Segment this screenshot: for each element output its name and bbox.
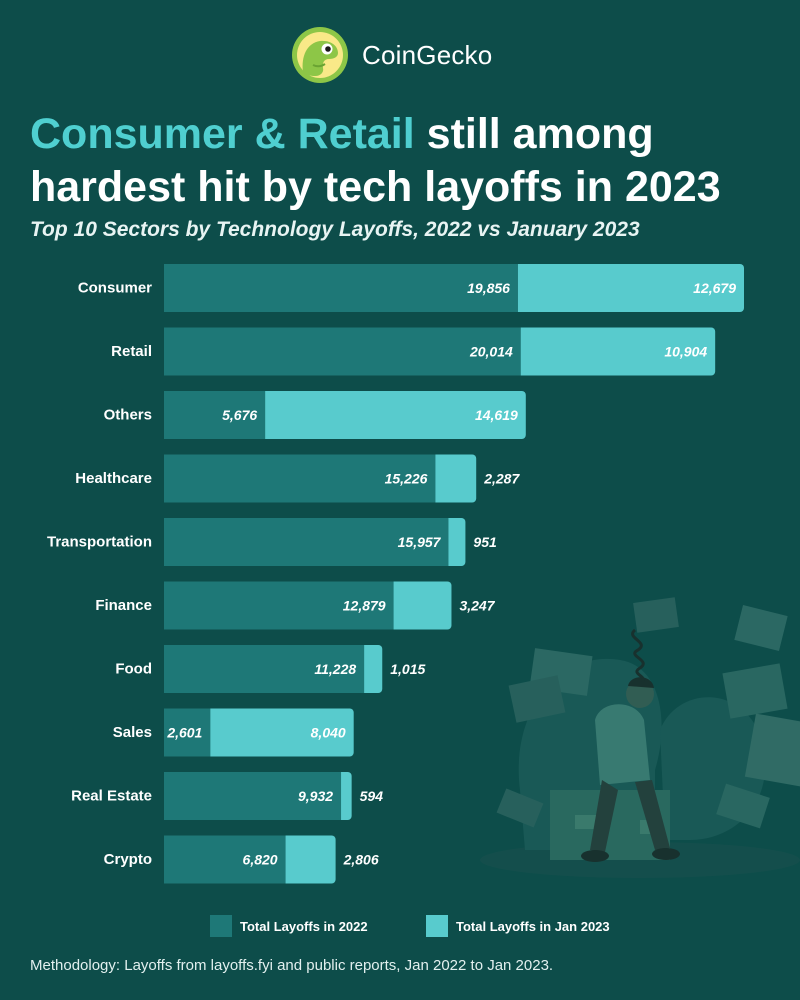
value-label-2022-finance: 12,879 [343,598,386,614]
value-label-2022-others: 5,676 [222,407,257,423]
value-label-2022-retail: 20,014 [469,344,513,360]
page-title: Consumer & Retail still among hardest hi… [30,108,790,214]
bar-2022-real-estate [164,772,342,820]
bar-2022-transportation [164,518,449,566]
category-label-food: Food [115,661,152,678]
category-label-others: Others [104,407,152,424]
legend-swatch-2022 [210,915,232,937]
value-label-jan-2023-finance: 3,247 [459,598,495,614]
value-label-jan-2023-consumer: 12,679 [693,280,736,296]
bar-2022-crypto [164,835,286,884]
title-highlight: Consumer & Retail [30,110,415,158]
legend-label-2022: Total Layoffs in 2022 [240,918,368,934]
value-label-jan-2023-crypto: 2,806 [343,852,379,868]
chart-legend: Total Layoffs in 2022 Total Layoffs in J… [0,914,800,938]
category-label-sales: Sales [113,724,152,741]
value-label-jan-2023-retail: 10,904 [664,344,707,360]
category-label-transportation: Transportation [47,534,152,551]
bar-2022-consumer [164,264,518,312]
value-label-2022-consumer: 19,856 [467,280,510,296]
value-label-2022-crypto: 6,820 [243,852,278,868]
category-label-retail: Retail [111,343,152,360]
stacked-bar-chart: Consumer 19,856 12,679 Retail 20,014 10,904 Ot… [47,264,744,884]
category-label-crypto: Crypto [104,851,152,868]
bar-jan-2023-sales [164,708,354,757]
legend-label-jan-2023: Total Layoffs in Jan 2023 [456,918,610,934]
brand-name: CoinGecko [362,40,493,70]
value-label-2022-healthcare: 15,226 [385,471,428,487]
value-label-jan-2023-food: 1,015 [390,661,425,677]
value-label-2022-sales: 2,601 [166,725,202,741]
category-label-healthcare: Healthcare [75,470,152,487]
header: CoinGecko [0,26,800,86]
value-label-jan-2023-real-estate: 594 [360,788,384,804]
legend-item-jan-2023: Total Layoffs in Jan 2023 [426,914,610,938]
value-label-jan-2023-transportation: 951 [473,534,497,550]
value-label-jan-2023-healthcare: 2,287 [483,471,520,487]
bar-2022-retail [164,327,521,376]
value-label-jan-2023-others: 14,619 [475,407,518,423]
bar-2022-healthcare [164,454,436,503]
chart-subtitle: Top 10 Sectors by Technology Layoffs, 20… [30,218,640,241]
value-label-2022-food: 11,228 [314,661,356,677]
legend-swatch-jan-2023 [426,915,448,937]
gecko-logo-icon [292,27,348,83]
category-label-finance: Finance [95,597,152,614]
legend-item-2022: Total Layoffs in 2022 [210,914,368,938]
value-label-2022-transportation: 15,957 [398,534,442,550]
title-rest: still among hardest hit by tech layoffs … [30,110,721,211]
category-label-consumer: Consumer [78,280,152,297]
methodology-note: Methodology: Layoffs from layoffs.fyi an… [30,957,554,974]
value-label-jan-2023-sales: 8,040 [311,725,346,741]
category-label-real-estate: Real Estate [71,788,152,805]
value-label-2022-real-estate: 9,932 [298,788,333,804]
bar-2022-sales [164,708,211,757]
bar-2022-finance [164,581,394,630]
bar-2022-others [164,391,266,439]
laid-off-worker-illustration [480,597,800,878]
bar-2022-food [164,645,365,693]
